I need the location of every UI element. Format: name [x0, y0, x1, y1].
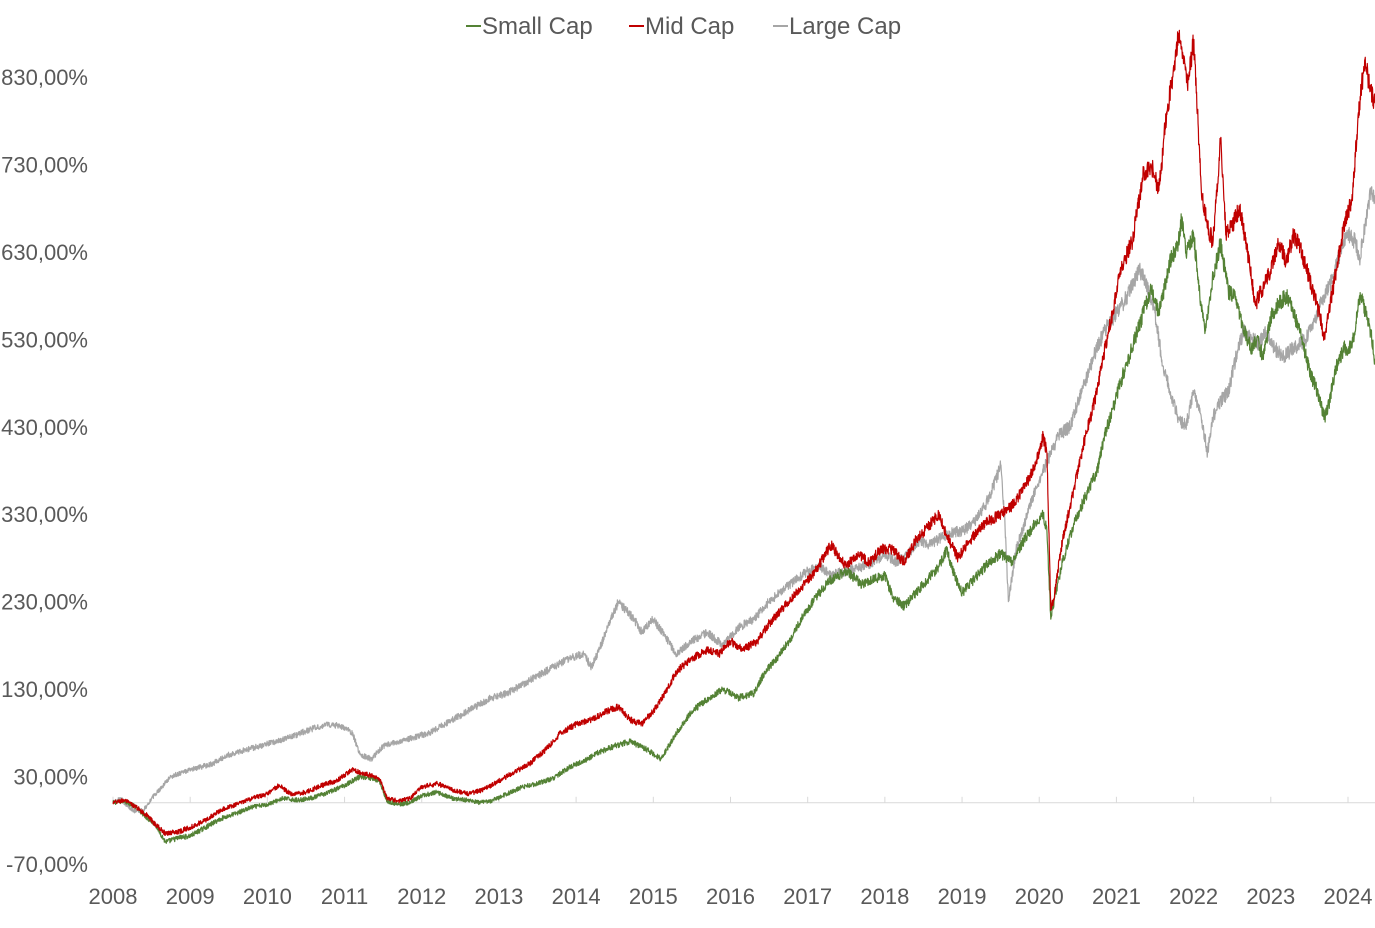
- x-tick-label: 2013: [474, 884, 523, 909]
- x-tick-label: 2014: [552, 884, 601, 909]
- legend-label-small-cap: Small Cap: [482, 13, 593, 40]
- y-axis: -70,00% 30,00% 130,00% 230,00% 330,00% 430,00…: [1, 65, 88, 877]
- x-tick-label: 2016: [706, 884, 755, 909]
- y-tick-label: 730,00%: [1, 152, 88, 177]
- x-tick-label: 2015: [629, 884, 678, 909]
- y-tick-label: 630,00%: [1, 240, 88, 265]
- x-tick-label: 2009: [166, 884, 215, 909]
- legend-label-mid-cap: Mid Cap: [645, 13, 734, 40]
- y-tick-label: 130,00%: [1, 677, 88, 702]
- x-tick-label: 2010: [243, 884, 292, 909]
- x-tick-label: 2023: [1246, 884, 1295, 909]
- series-line-small-cap: [112, 213, 1375, 844]
- series-line-large-cap: [112, 186, 1375, 814]
- x-tick-label: 2022: [1169, 884, 1218, 909]
- x-tick-label: 2024: [1324, 884, 1373, 909]
- y-tick-label: 530,00%: [1, 327, 88, 352]
- x-tick-label: 2018: [860, 884, 909, 909]
- x-axis: 2008 2009 2010 2011 2012 2013 2014 2015 2016 2017…: [89, 796, 1375, 909]
- y-tick-label: 30,00%: [13, 765, 88, 790]
- series-line-mid-cap: [112, 29, 1375, 837]
- legend-item-mid-cap: Mid Cap: [629, 13, 734, 40]
- legend-label-large-cap: Large Cap: [789, 13, 901, 40]
- x-tick-label: 2019: [938, 884, 987, 909]
- y-tick-label: 830,00%: [1, 65, 88, 90]
- y-tick-label: 430,00%: [1, 415, 88, 440]
- y-tick-label: 230,00%: [1, 590, 88, 615]
- x-tick-label: 2011: [321, 884, 368, 909]
- x-tick-label: 2020: [1015, 884, 1064, 909]
- y-tick-label: 330,00%: [1, 502, 88, 527]
- legend: Small Cap Mid Cap Large Cap: [466, 13, 901, 40]
- plot-series: [112, 29, 1375, 844]
- legend-item-large-cap: Large Cap: [773, 13, 901, 40]
- x-tick-label: 2017: [783, 884, 832, 909]
- x-tick-label: 2008: [89, 884, 138, 909]
- legend-item-small-cap: Small Cap: [466, 13, 593, 40]
- x-tick-label: 2012: [397, 884, 446, 909]
- x-tick-label: 2021: [1092, 884, 1141, 909]
- y-tick-label: -70,00%: [6, 852, 88, 877]
